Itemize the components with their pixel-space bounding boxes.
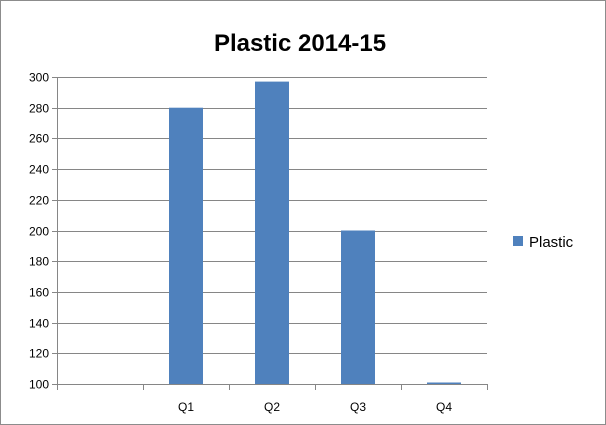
axes <box>57 77 487 385</box>
legend-label-plastic: Plastic <box>529 234 574 251</box>
y-tick-label: 200 <box>29 225 49 239</box>
y-tick-label: 220 <box>29 194 49 208</box>
x-tick-label: Q4 <box>436 400 452 414</box>
x-tick-label: Q3 <box>350 400 366 414</box>
x-tick-label: Q2 <box>264 400 280 414</box>
bars <box>169 81 461 384</box>
bar-q2 <box>255 81 289 384</box>
x-axis-ticks: Q1 Q2 Q3 Q4 <box>57 384 488 414</box>
bar-q1 <box>169 107 203 384</box>
y-tick-label: 120 <box>29 347 49 361</box>
y-tick-label: 180 <box>29 255 49 269</box>
y-tick-label: 260 <box>29 132 49 146</box>
y-tick-label: 140 <box>29 317 49 331</box>
legend: Plastic <box>513 234 574 251</box>
y-tick-label: 240 <box>29 163 49 177</box>
x-tick-label: Q1 <box>178 400 194 414</box>
y-tick-label: 160 <box>29 286 49 300</box>
chart-title: Plastic 2014-15 <box>214 30 386 57</box>
bar-q4 <box>427 382 461 384</box>
y-tick-label: 100 <box>29 378 49 392</box>
legend-swatch-plastic <box>513 236 523 246</box>
y-tick-label: 300 <box>29 71 49 85</box>
y-tick-label: 280 <box>29 102 49 116</box>
bar-q3 <box>341 230 375 384</box>
y-axis-ticks: 100 120 140 160 180 200 220 240 260 280 300 <box>29 71 57 392</box>
